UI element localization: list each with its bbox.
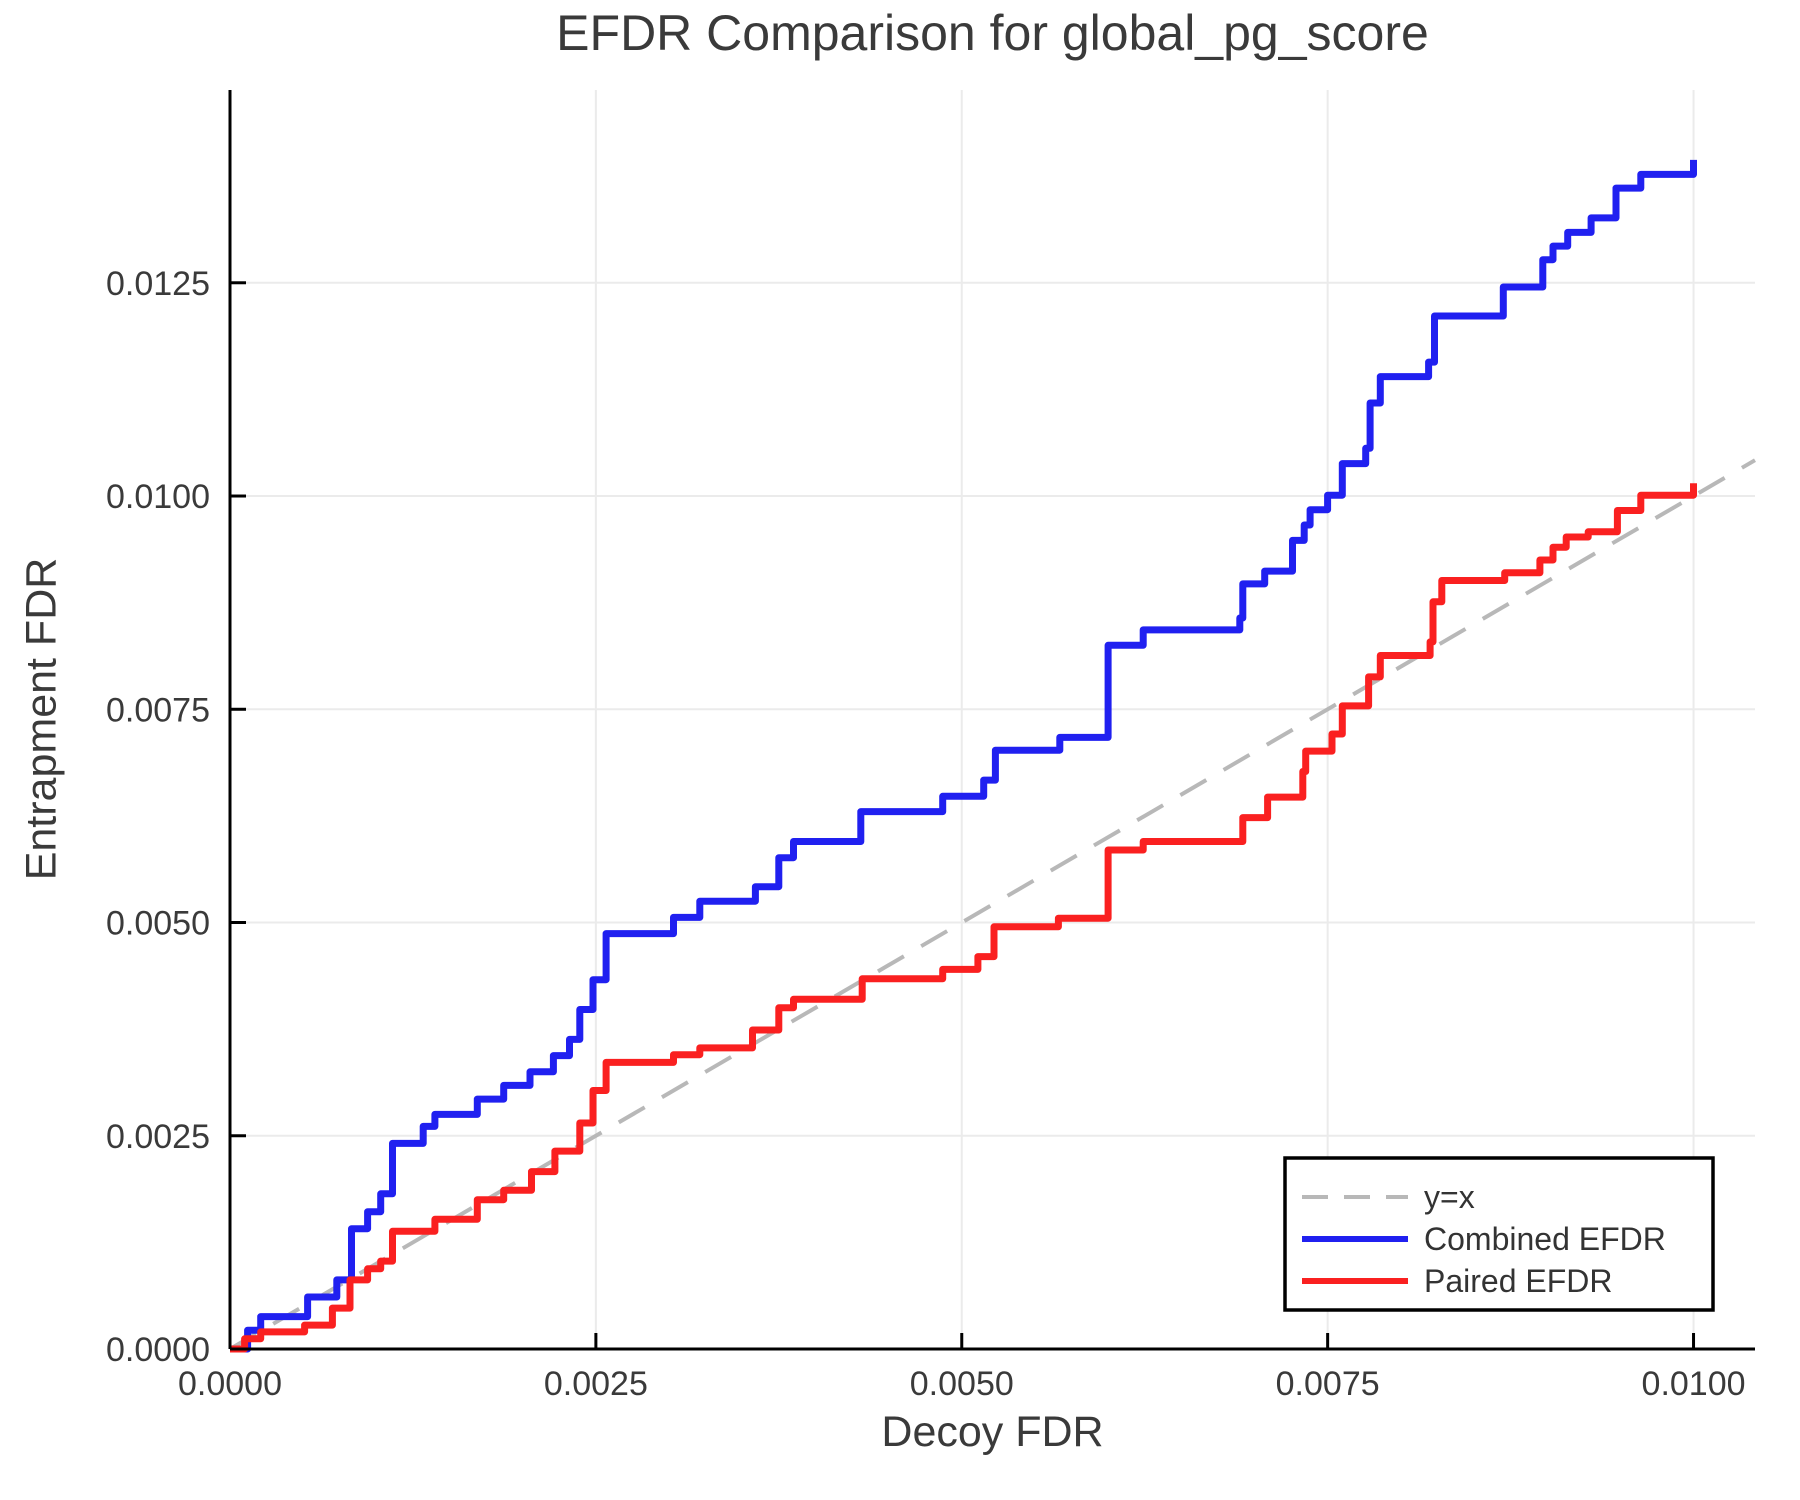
legend-box xyxy=(1283,1156,1715,1312)
legend: y=x Combined EFDR Paired EFDR xyxy=(1283,1156,1715,1312)
x-tick-label: 0.0075 xyxy=(1276,1365,1380,1403)
legend-label: y=x xyxy=(1424,1179,1475,1215)
x-tick-label: 0.0025 xyxy=(544,1365,648,1403)
combined-efdr-line xyxy=(230,159,1697,1353)
x-tick-label: 0.0100 xyxy=(1642,1365,1746,1403)
x-axis-label: Decoy FDR xyxy=(881,1408,1104,1456)
chart-title: EFDR Comparison for global_pg_score xyxy=(556,5,1429,61)
identity-line xyxy=(228,458,1757,1351)
y-tick-label: 0.0125 xyxy=(106,265,210,303)
x-tick-label: 0.0050 xyxy=(910,1365,1014,1403)
y-tick-label: 0.0050 xyxy=(106,905,210,943)
paired-efdr-line xyxy=(230,483,1697,1353)
y-tick-label: 0.0025 xyxy=(106,1118,210,1156)
y-tick-label: 0.0100 xyxy=(106,478,210,516)
y-tick-label: 0.0000 xyxy=(106,1331,210,1369)
legend-label: Combined EFDR xyxy=(1424,1221,1666,1257)
y-tick-label: 0.0075 xyxy=(106,691,210,729)
legend-label: Paired EFDR xyxy=(1424,1263,1613,1299)
x-tick-label: 0.0000 xyxy=(178,1365,282,1403)
